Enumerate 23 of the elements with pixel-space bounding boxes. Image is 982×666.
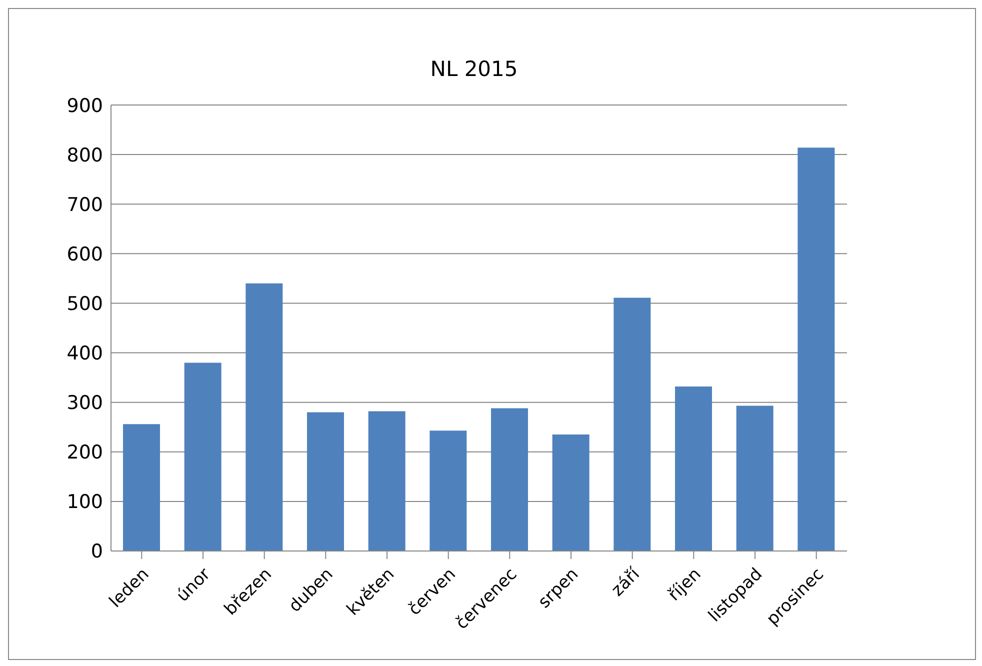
bar bbox=[614, 298, 651, 551]
bar bbox=[736, 406, 774, 551]
y-tick-label: 400 bbox=[66, 342, 103, 365]
bar bbox=[491, 408, 528, 551]
bar bbox=[368, 411, 406, 551]
bar bbox=[552, 434, 590, 551]
y-tick-label: 600 bbox=[66, 243, 103, 266]
bar bbox=[675, 386, 712, 551]
y-tick-label: 500 bbox=[66, 292, 103, 315]
y-tick-label: 200 bbox=[66, 442, 103, 464]
chart-title: NL 2015 bbox=[429, 57, 519, 81]
bar bbox=[798, 148, 835, 551]
y-tick-label: 900 bbox=[66, 94, 103, 117]
bar bbox=[430, 430, 467, 551]
y-tick-label: 300 bbox=[66, 392, 103, 414]
bar bbox=[246, 283, 283, 551]
bar bbox=[123, 424, 160, 551]
y-tick-label: 0 bbox=[90, 540, 103, 563]
bar bbox=[184, 362, 222, 551]
y-tick-label: 800 bbox=[66, 144, 103, 166]
y-tick-label: 100 bbox=[66, 491, 103, 514]
bar bbox=[307, 412, 344, 551]
y-tick-label: 700 bbox=[66, 194, 103, 216]
